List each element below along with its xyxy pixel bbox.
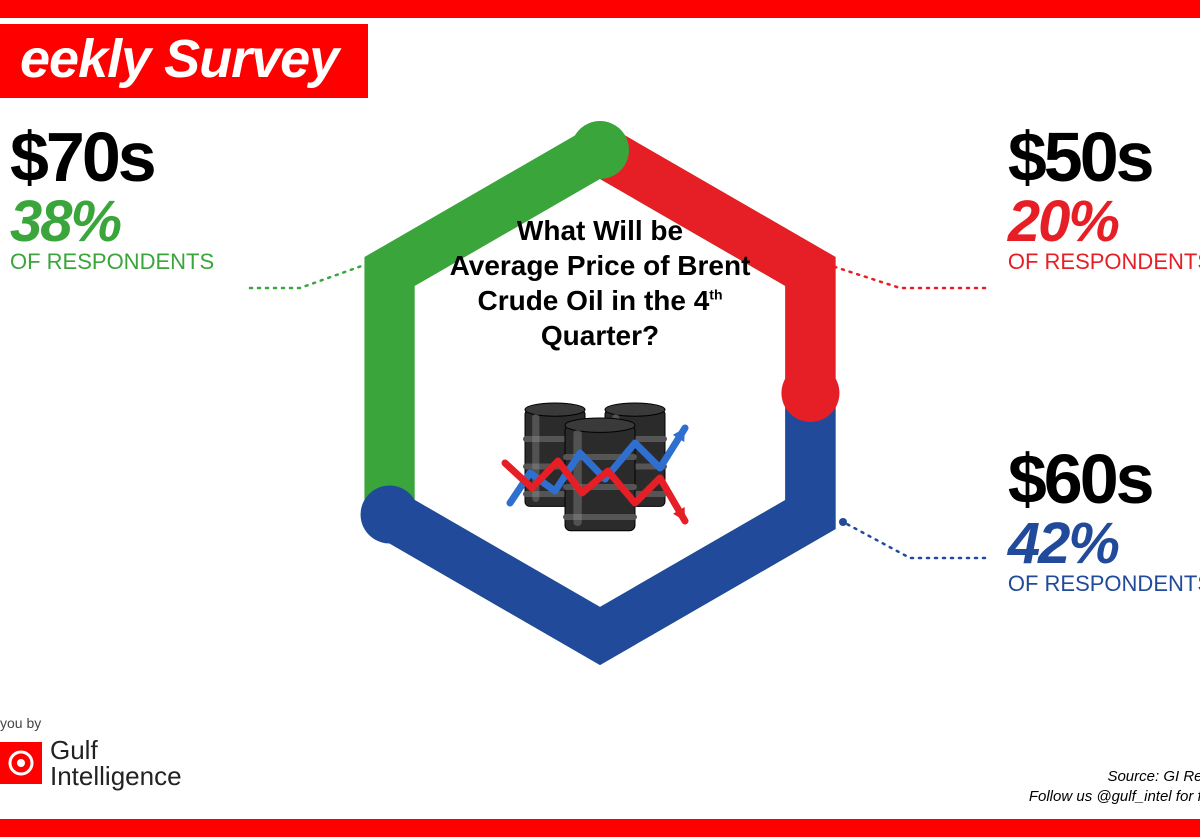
question-line2: Average Price of Brent <box>450 250 751 281</box>
stat-60s-resp: OF RESPONDENTS <box>1008 573 1200 595</box>
question-line3b: Quarter? <box>541 320 659 351</box>
frame-bottom <box>0 819 1200 837</box>
stat-70s-pct: 38% <box>10 193 214 251</box>
source-line2: Follow us @gulf_intel for fu <box>1029 787 1200 807</box>
sponsor-mark-icon <box>7 749 35 777</box>
stat-50s-pct: 20% <box>1008 193 1200 251</box>
stat-50s-resp: OF RESPONDENTS <box>1008 251 1200 273</box>
stat-50s-price: $50s <box>1008 126 1200 189</box>
hexagon-inner: What Will be Average Price of Brent Crud… <box>420 223 780 563</box>
question-line3a: Crude Oil in the 4 <box>477 285 709 316</box>
stat-60s-price: $60s <box>1008 448 1200 511</box>
stat-70s: $70s 38% OF RESPONDENTS <box>10 126 214 273</box>
frame-top <box>0 0 1200 18</box>
stat-50s: $50s 20% OF RESPONDENTS <box>1008 126 1200 273</box>
sponsor-brand: Gulf Intelligence <box>0 737 182 789</box>
sponsor-by: you by <box>0 715 182 731</box>
content-area: eekly Survey What Will be Average Price … <box>0 18 1200 819</box>
illustration <box>420 373 780 563</box>
sponsor-block: you by Gulf Intelligence <box>0 715 182 789</box>
barrels-chart-icon <box>470 373 730 563</box>
hexagon-chart: What Will be Average Price of Brent Crud… <box>320 113 880 673</box>
sponsor-name-2: Intelligence <box>50 761 182 791</box>
header-title: eekly Survey <box>20 29 338 89</box>
stat-70s-resp: OF RESPONDENTS <box>10 251 214 273</box>
source-line1: Source: GI Res <box>1029 767 1200 787</box>
header-banner: eekly Survey <box>0 24 368 98</box>
question-line1: What Will be <box>517 215 683 246</box>
source-block: Source: GI Res Follow us @gulf_intel for… <box>1029 767 1200 808</box>
survey-question: What Will be Average Price of Brent Crud… <box>420 213 780 353</box>
sponsor-name: Gulf Intelligence <box>50 737 182 789</box>
question-sup: th <box>709 287 722 303</box>
stat-70s-price: $70s <box>10 126 214 189</box>
sponsor-logo-icon <box>0 742 42 784</box>
stat-60s: $60s 42% OF RESPONDENTS <box>1008 448 1200 595</box>
stat-60s-pct: 42% <box>1008 515 1200 573</box>
